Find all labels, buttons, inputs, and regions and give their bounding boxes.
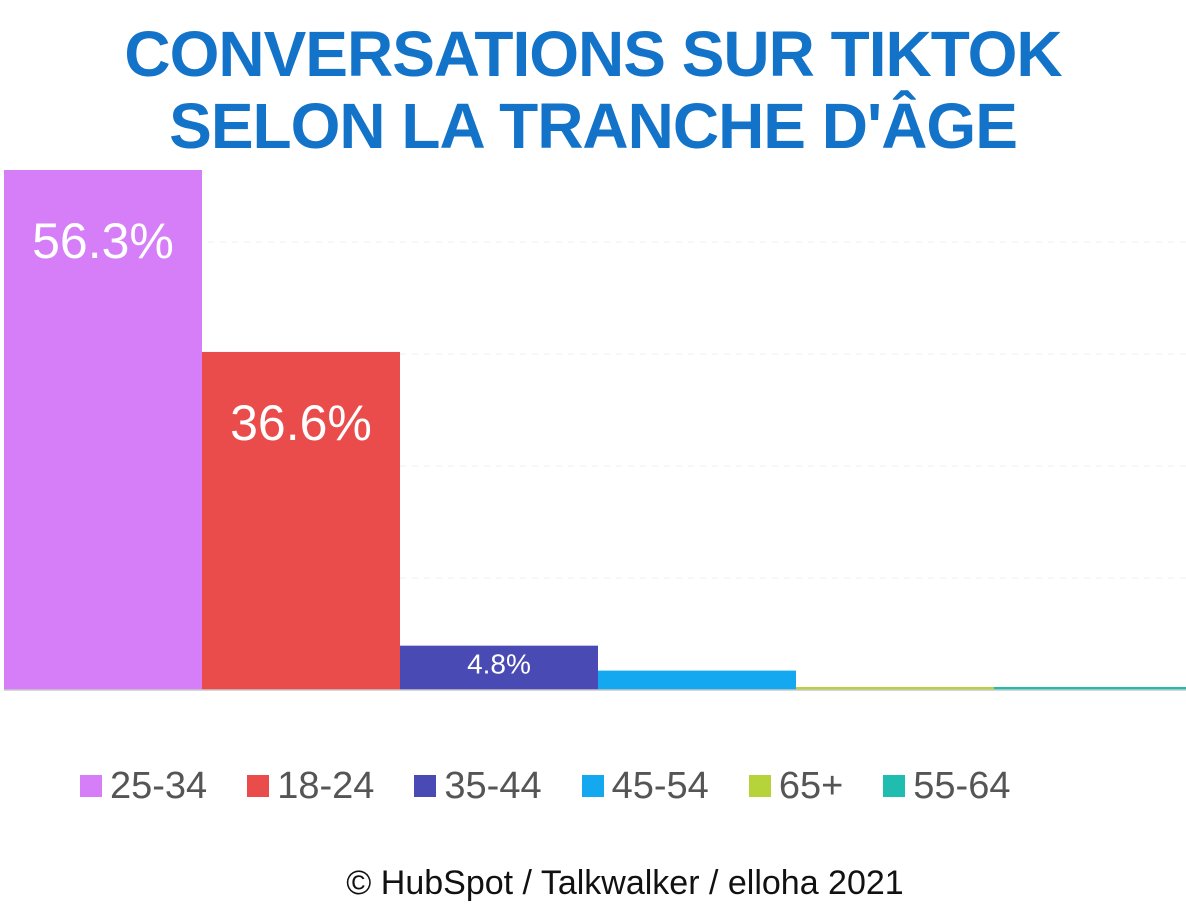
chart-title-line-1: CONVERSATIONS SUR TIKTOK bbox=[124, 18, 1062, 90]
legend-swatch bbox=[581, 775, 604, 797]
bar-chart: 56.3% 36.6% 4.8% bbox=[4, 170, 1186, 691]
legend-swatch bbox=[414, 775, 437, 797]
legend-swatch bbox=[883, 775, 906, 797]
legend-swatch bbox=[748, 775, 771, 797]
bar-25-34 bbox=[4, 170, 202, 690]
chart-title: CONVERSATIONS SUR TIKTOK SELON LA TRANCH… bbox=[0, 18, 1186, 162]
bar-35-44 bbox=[400, 645, 598, 690]
legend-label: 55-64 bbox=[913, 764, 1011, 807]
legend-swatch bbox=[247, 775, 270, 797]
legend-label: 25-34 bbox=[110, 764, 208, 807]
bar-45-54 bbox=[598, 670, 796, 690]
bar-65+ bbox=[796, 687, 994, 690]
legend-item-35-44: 35-44 bbox=[414, 764, 542, 808]
bar-55-64 bbox=[994, 687, 1186, 690]
chart-legend: 25-34 18-24 35-44 45-54 65+ 55-64 bbox=[80, 762, 1050, 810]
legend-label: 35-44 bbox=[444, 764, 542, 807]
legend-item-45-54: 45-54 bbox=[581, 764, 709, 808]
legend-item-18-24: 18-24 bbox=[247, 765, 374, 808]
chart-title-line-2: SELON LA TRANCHE D'ÂGE bbox=[169, 90, 1018, 162]
bar-18-24 bbox=[202, 351, 400, 690]
legend-item-55-64: 55-64 bbox=[883, 765, 1010, 808]
data-label-18-24: 36.6% bbox=[230, 395, 372, 451]
legend-item-25-34: 25-34 bbox=[80, 765, 207, 808]
source-credit: © HubSpot / Talkwalker / elloha 2021 bbox=[346, 864, 904, 902]
legend-item-65-plus: 65+ bbox=[748, 764, 844, 808]
legend-label: 18-24 bbox=[277, 764, 375, 807]
legend-label: 65+ bbox=[778, 764, 844, 807]
data-label-25-34: 56.3% bbox=[32, 213, 174, 269]
legend-label: 45-54 bbox=[611, 764, 709, 807]
legend-swatch bbox=[80, 775, 102, 797]
data-label-35-44: 4.8% bbox=[467, 649, 531, 680]
